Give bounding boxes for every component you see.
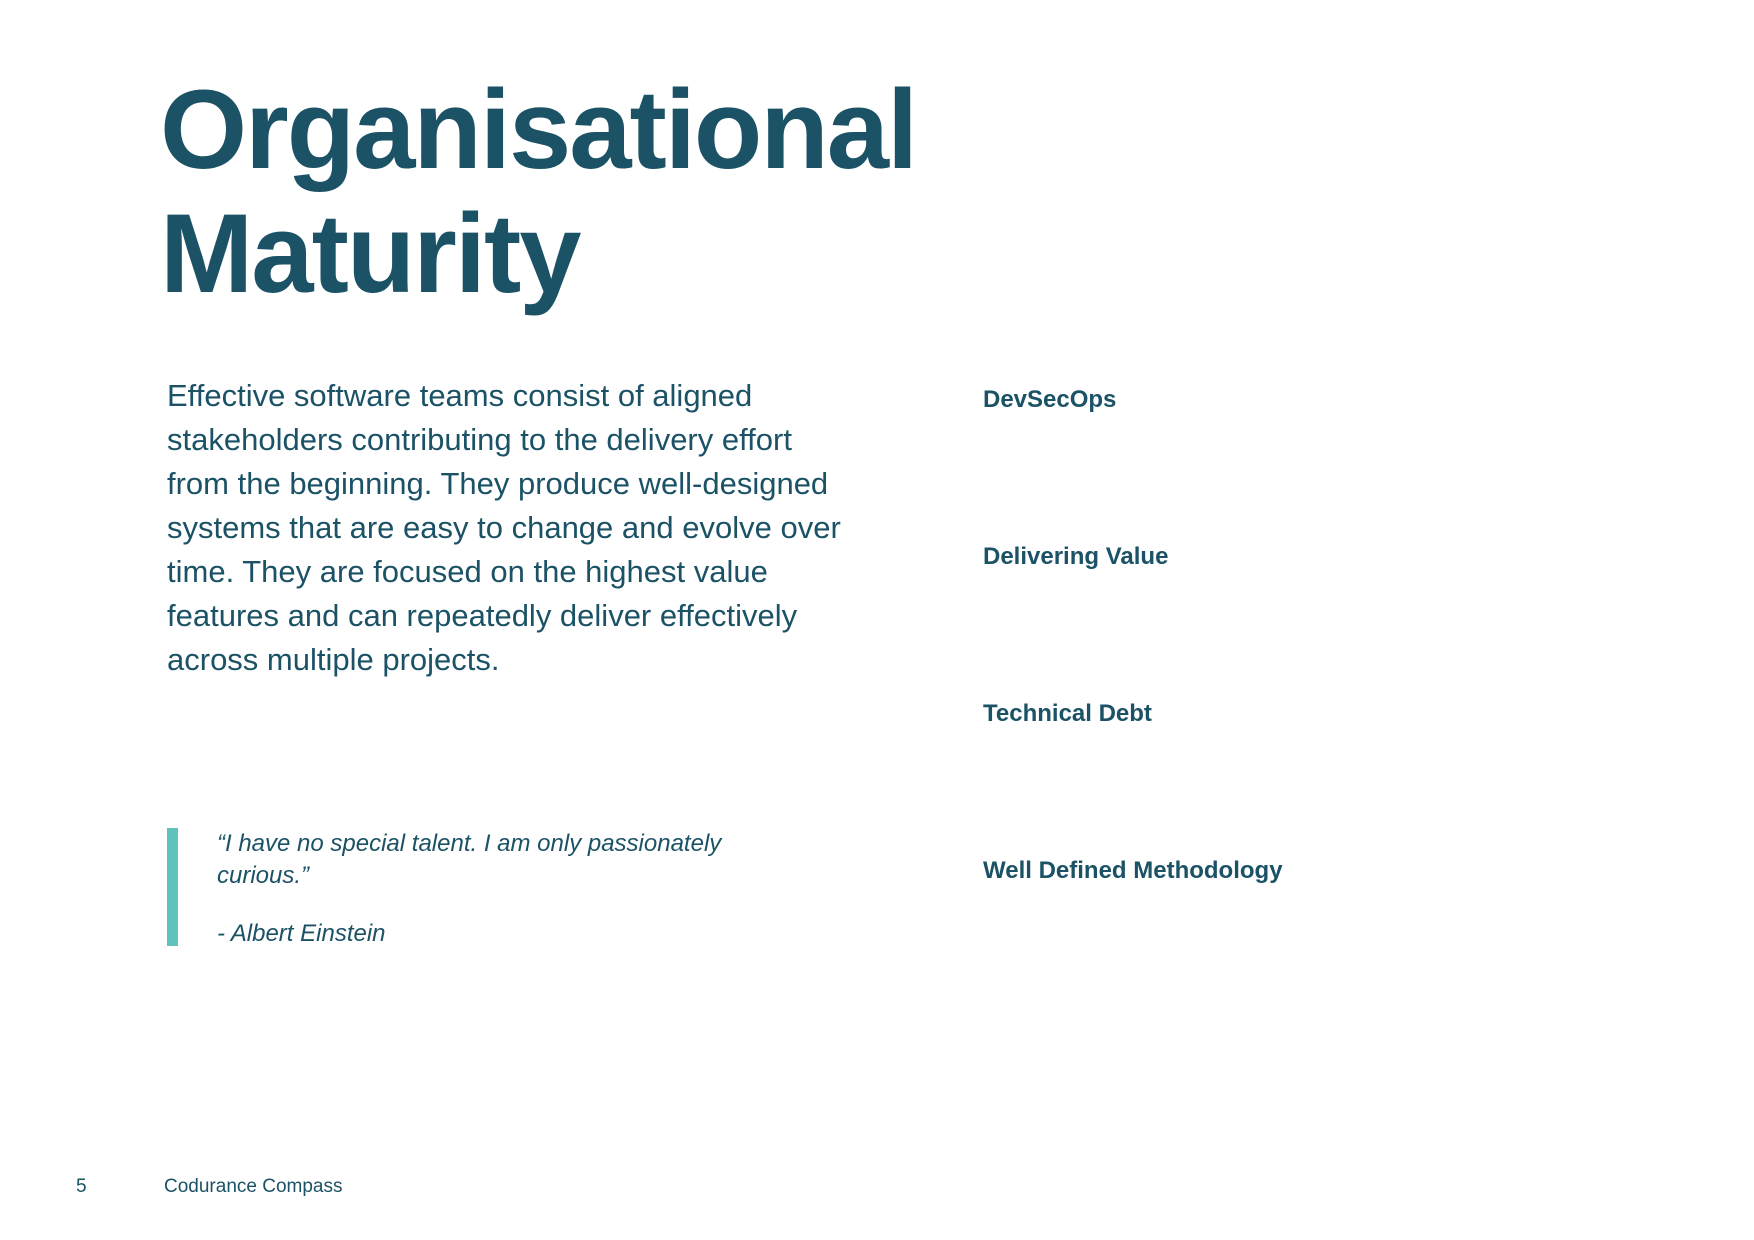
- topic-devsecops: DevSecOps: [983, 386, 1117, 413]
- page-title-line-1: Organisational: [160, 67, 918, 192]
- topic-delivering-value: Delivering Value: [983, 543, 1169, 570]
- page-title-line-2: Maturity: [160, 191, 582, 316]
- quote-block: “I have no special talent. I am only pas…: [167, 828, 727, 947]
- topic-well-defined-methodology: Well Defined Methodology: [983, 857, 1283, 884]
- page-title: Organisational Maturity: [160, 67, 918, 316]
- page-number: 5: [76, 1176, 87, 1197]
- quote-accent-bar: [167, 828, 178, 946]
- footer-document-title: Codurance Compass: [164, 1176, 343, 1197]
- quote-author: - Albert Einstein: [217, 920, 386, 947]
- topic-list: DevSecOps Delivering Value Technical Deb…: [983, 384, 1283, 1012]
- topic-technical-debt: Technical Debt: [983, 700, 1152, 727]
- quote-text: “I have no special talent. I am only pas…: [217, 830, 722, 889]
- intro-paragraph: Effective software teams consist of alig…: [167, 378, 841, 677]
